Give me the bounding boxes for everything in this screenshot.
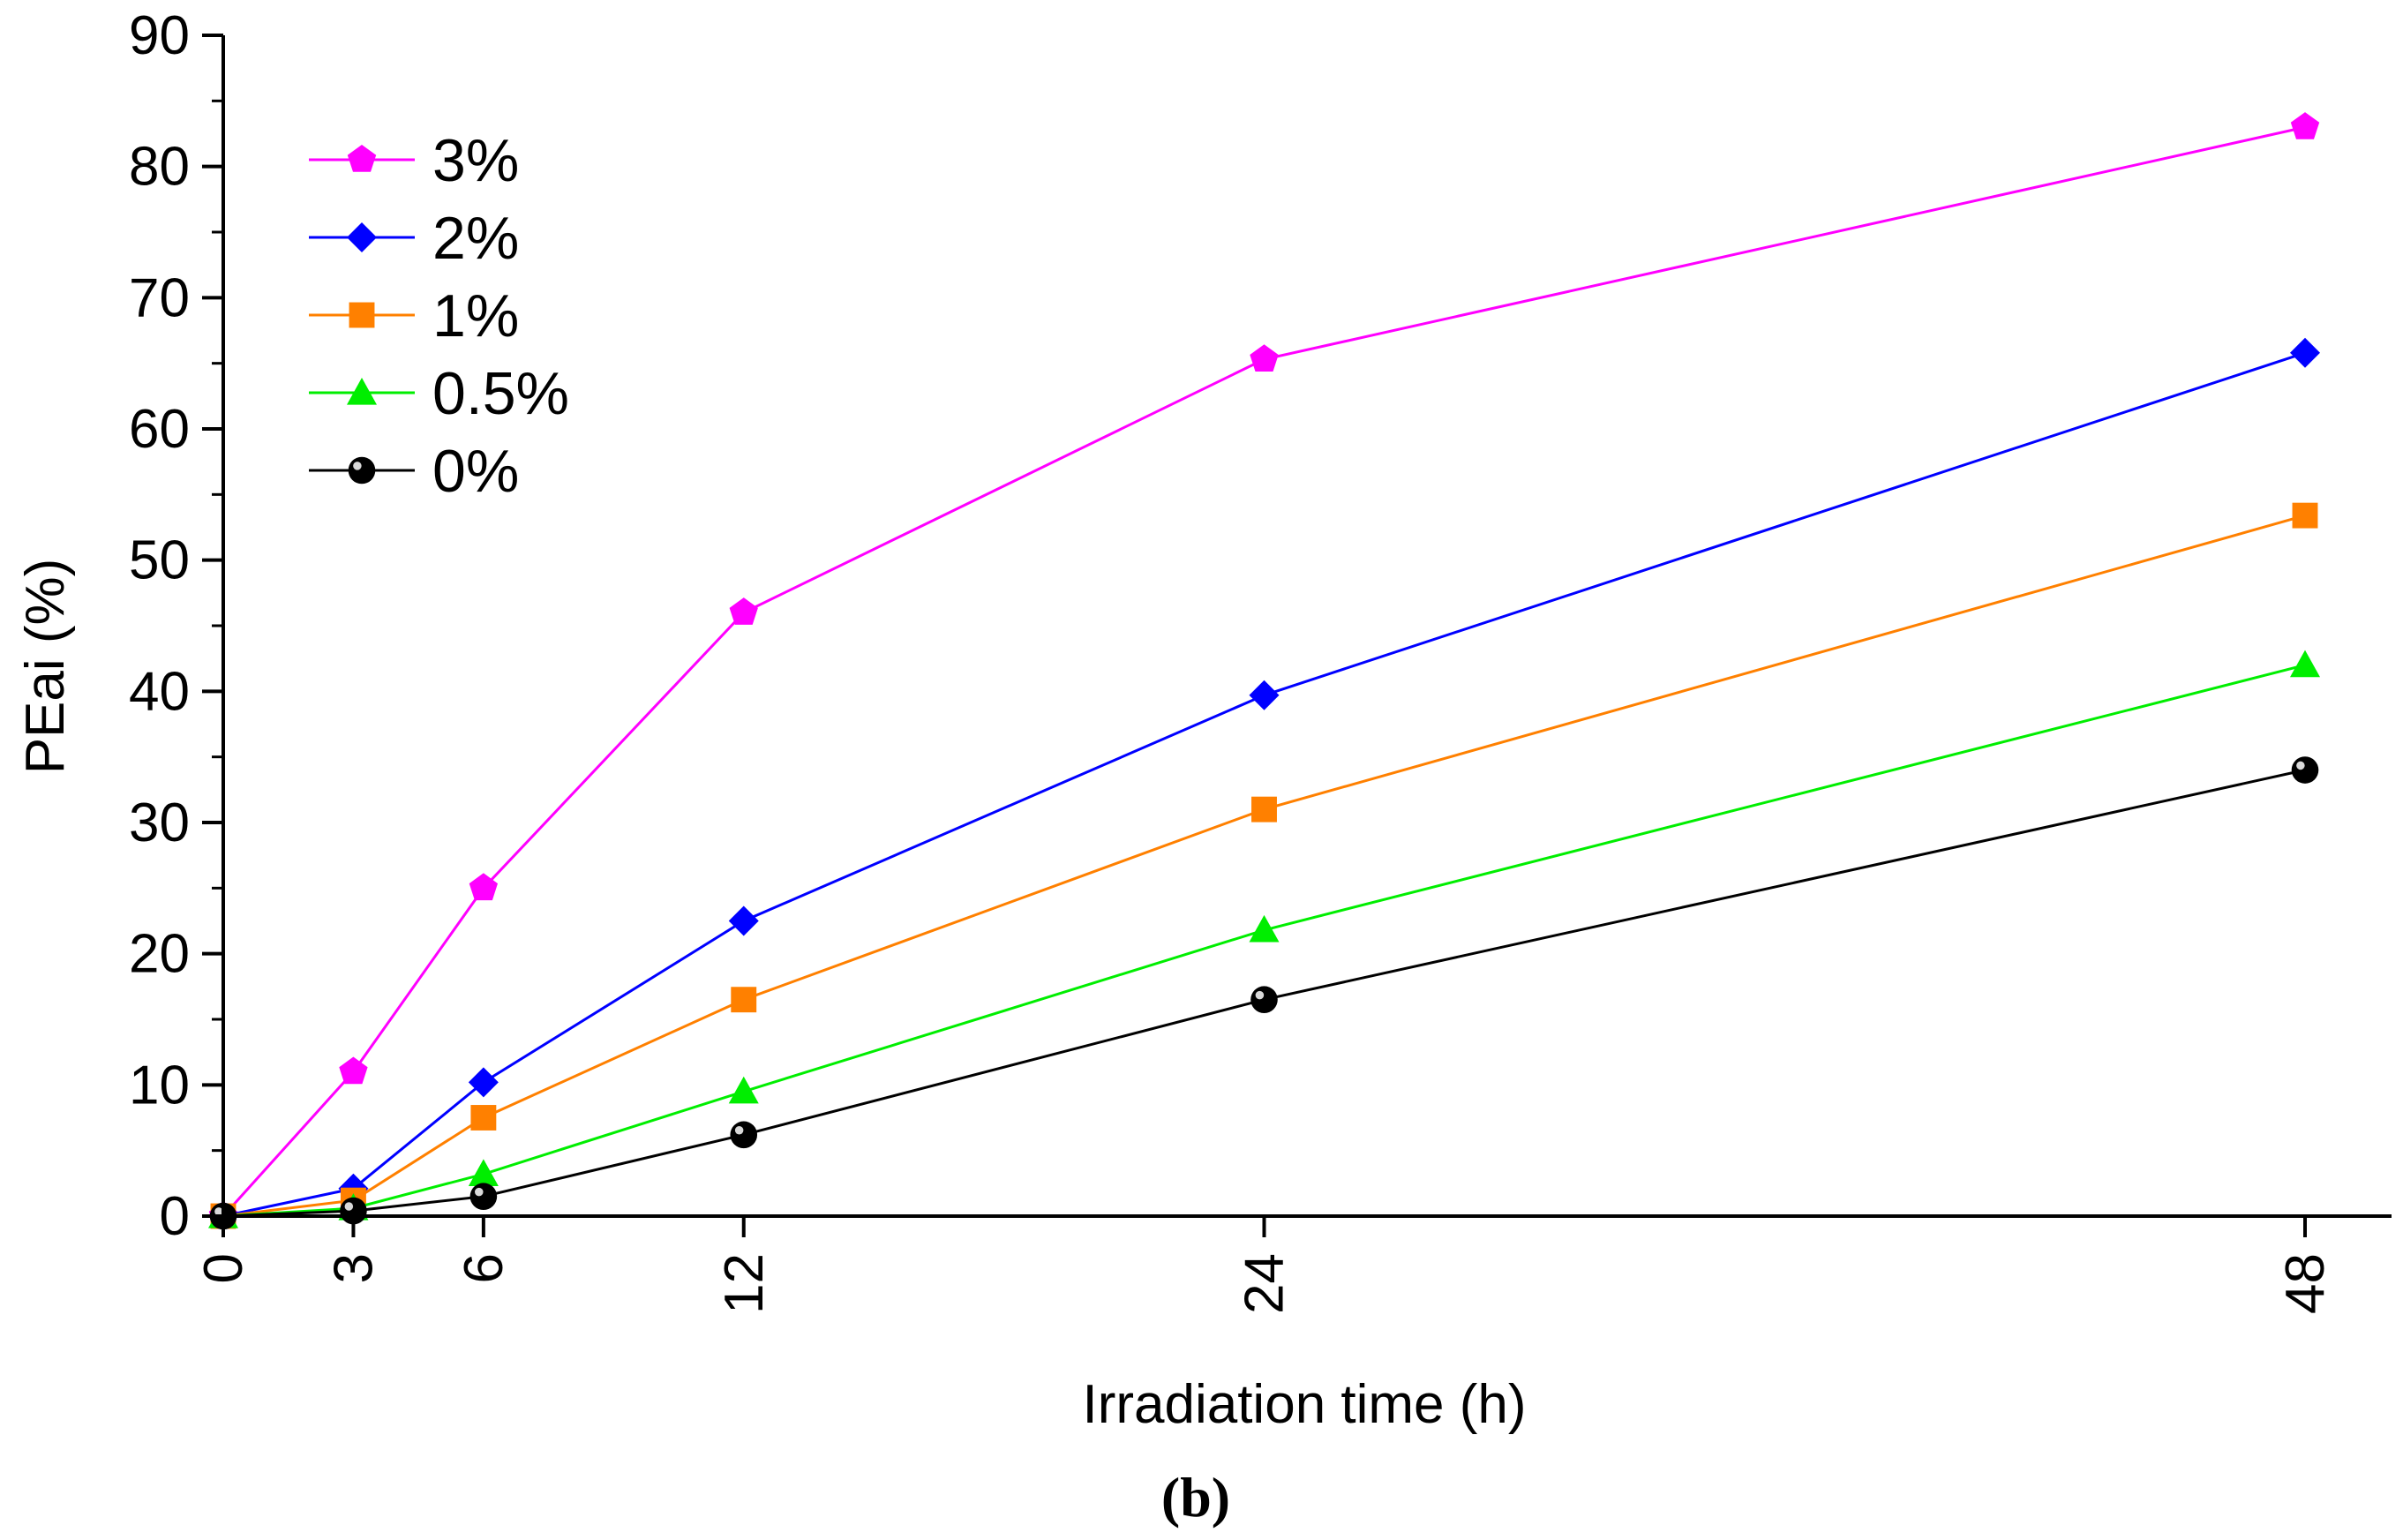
x-tick-label: 0 xyxy=(193,1253,254,1283)
marker-highlight xyxy=(475,1187,484,1197)
data-point xyxy=(470,1105,497,1131)
series-line xyxy=(222,351,2306,1218)
marker-body xyxy=(348,456,376,485)
data-point xyxy=(469,873,498,901)
data-point xyxy=(468,1067,499,1098)
data-point xyxy=(469,1183,498,1210)
data-point xyxy=(1250,986,1278,1013)
legend-marker xyxy=(348,456,376,485)
x-axis-title: Irradiation time (h) xyxy=(1082,1374,1526,1435)
marker-body xyxy=(1250,986,1278,1013)
y-axis-title: PEai (%) xyxy=(15,559,76,775)
marker-body xyxy=(730,1121,758,1149)
panel-label: (b) xyxy=(1161,1466,1230,1529)
marker-highlight xyxy=(2296,761,2305,770)
marker-highlight xyxy=(344,1202,354,1211)
legend-marker xyxy=(347,145,377,172)
marker-body xyxy=(2291,756,2319,784)
data-point xyxy=(2290,337,2320,368)
legend-marker xyxy=(347,378,377,405)
legend-marker xyxy=(347,222,377,252)
marker-highlight xyxy=(353,462,362,470)
data-point xyxy=(1249,914,1280,943)
series-line xyxy=(222,514,2306,1218)
data-point xyxy=(2292,502,2318,529)
legend-label: 0.5% xyxy=(432,360,569,427)
legend-label: 0% xyxy=(432,438,519,505)
y-tick-label: 80 xyxy=(129,137,190,198)
x-tick-label: 6 xyxy=(454,1253,514,1283)
series-line xyxy=(222,664,2306,1218)
data-point xyxy=(468,1159,499,1187)
marker-highlight xyxy=(734,1125,744,1135)
y-tick-label: 40 xyxy=(129,661,190,722)
data-point xyxy=(2290,112,2320,139)
marker-body xyxy=(469,1183,498,1210)
data-point xyxy=(1249,680,1280,710)
marker-highlight xyxy=(1255,990,1265,1000)
y-tick-label: 0 xyxy=(160,1186,190,1247)
x-tick-label: 3 xyxy=(323,1253,384,1283)
data-point xyxy=(339,1056,368,1085)
data-point xyxy=(1250,344,1279,372)
data-point xyxy=(2291,756,2319,784)
series-layer xyxy=(208,112,2320,1231)
legend-label: 3% xyxy=(432,127,519,194)
y-tick-label: 70 xyxy=(129,267,190,328)
y-tick-label: 60 xyxy=(129,399,190,460)
series-line xyxy=(222,125,2306,1218)
x-tick-label: 24 xyxy=(1235,1253,1295,1314)
x-tick-label: 12 xyxy=(714,1253,775,1314)
y-tick-label: 90 xyxy=(129,5,190,66)
data-point xyxy=(2290,650,2320,678)
data-point xyxy=(728,905,759,936)
legend-label: 2% xyxy=(432,205,519,272)
data-point xyxy=(728,1076,759,1104)
y-tick-label: 50 xyxy=(129,530,190,591)
marker-highlight xyxy=(214,1207,223,1216)
y-tick-label: 10 xyxy=(129,1055,190,1116)
y-tick-label: 20 xyxy=(129,924,190,985)
legend: 3% 2% 1% 0.5% 0% xyxy=(309,127,569,505)
data-point xyxy=(1251,796,1277,823)
y-tick-label: 30 xyxy=(129,793,190,853)
legend-marker xyxy=(349,302,375,328)
legend-label: 1% xyxy=(432,282,519,349)
axes: 0 10 20 30 40 50 60 70 80 90 0 3 6 12 24 48 xyxy=(129,5,2392,1314)
data-point xyxy=(730,1121,758,1149)
data-point xyxy=(729,597,758,625)
x-tick-label: 48 xyxy=(2275,1253,2336,1314)
data-point xyxy=(731,987,757,1013)
series-line xyxy=(222,769,2306,1218)
